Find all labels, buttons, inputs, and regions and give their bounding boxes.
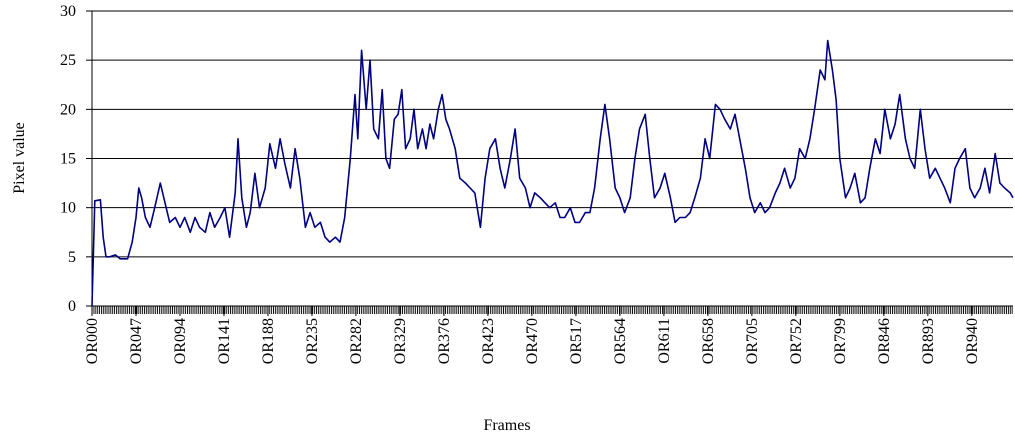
- y-tick-label: 5: [68, 249, 76, 266]
- x-tick-label: OR235: [304, 318, 321, 364]
- x-tick-label: OR000: [84, 318, 101, 364]
- y-tick-label: 25: [60, 52, 76, 69]
- x-tick-label: OR658: [700, 318, 717, 364]
- y-tick-label: 0: [68, 298, 76, 315]
- x-tick-label: OR517: [568, 318, 585, 364]
- x-tick-label: OR094: [172, 318, 189, 364]
- y-tick-label: 30: [60, 3, 76, 20]
- x-tick-label: OR423: [480, 318, 497, 364]
- x-tick-label: OR141: [216, 318, 233, 364]
- x-tick-label: OR047: [128, 318, 145, 364]
- x-tick-label: OR188: [260, 318, 277, 364]
- x-axis-title: Frames: [483, 417, 530, 434]
- x-tick-label: OR564: [612, 318, 629, 364]
- y-tick-label: 10: [60, 200, 76, 217]
- x-tick-label: OR376: [436, 318, 453, 364]
- y-axis-title: Pixel value: [11, 122, 28, 194]
- x-tick-label: OR329: [392, 318, 409, 364]
- x-tick-label: OR470: [524, 318, 541, 364]
- x-tick-label: OR705: [744, 318, 761, 364]
- x-tick-label: OR940: [964, 318, 981, 364]
- x-tick-label: OR611: [656, 318, 673, 364]
- data-line: [91, 39, 1014, 307]
- minor-ticks: [92, 306, 1013, 314]
- x-tick-label: OR846: [876, 318, 893, 364]
- x-tick-label: OR893: [920, 318, 937, 364]
- x-tick-label: OR799: [832, 318, 849, 364]
- y-tick-label: 15: [60, 151, 76, 168]
- x-tick-label: OR752: [788, 318, 805, 364]
- x-tick-label: OR282: [348, 318, 365, 364]
- y-tick-label: 20: [60, 101, 76, 118]
